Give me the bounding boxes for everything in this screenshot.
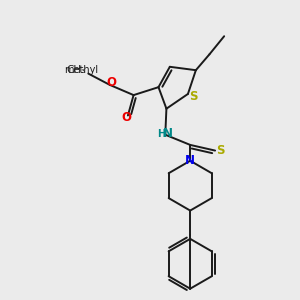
Text: S: S [217,144,225,157]
Text: H: H [157,129,165,139]
Text: N: N [163,127,172,140]
Text: methyl: methyl [64,65,99,75]
Text: O: O [122,111,132,124]
Text: S: S [189,90,198,103]
Text: CH₃: CH₃ [67,65,86,75]
Text: O: O [106,76,116,89]
Text: N: N [185,154,195,167]
